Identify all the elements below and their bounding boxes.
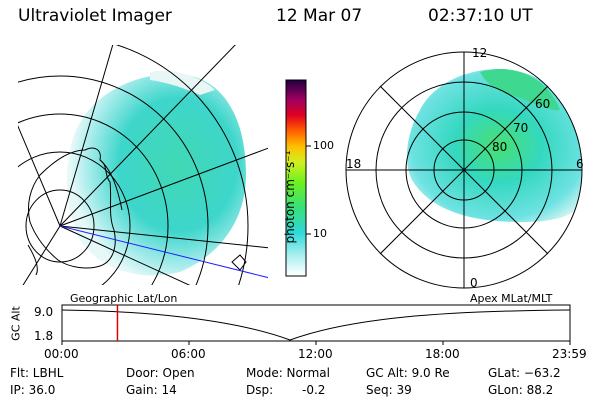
orbit-xtick-1800: 18:00 <box>425 347 460 361</box>
geographic-map <box>18 45 268 285</box>
glon-readout: GLon: 88.2 <box>488 383 554 397</box>
lat-label-70: 70 <box>513 121 529 135</box>
time-label: 02:37:10 UT <box>428 6 533 26</box>
orbit-xtick-0000: 00:00 <box>44 347 79 361</box>
seq-readout: Seq: 39 <box>366 383 412 397</box>
ip-readout: IP: 36.0 <box>10 383 56 397</box>
left-panel-label: Geographic Lat/Lon <box>70 292 178 305</box>
dsp-label: Dsp: <box>246 383 274 397</box>
door-readout: Door: Open <box>126 366 195 380</box>
mlt-label-0: 0 <box>470 276 478 290</box>
date-label: 12 Mar 07 <box>276 6 363 26</box>
mlt-label-18: 18 <box>346 157 362 171</box>
orbit-ytick-bottom: 1.8 <box>34 329 54 343</box>
lat-label-80: 80 <box>492 140 508 154</box>
lat-label-60: 60 <box>535 97 551 111</box>
mlt-label-6: 6 <box>576 157 584 171</box>
orbit-xtick-1200: 12:00 <box>298 347 333 361</box>
terminator-line <box>59 225 268 279</box>
orbit-ytick-top: 9.0 <box>34 305 54 319</box>
filter-readout: Flt: LBHL <box>10 366 64 380</box>
gc-alt-readout: GC Alt: 9.0 Re <box>366 366 450 380</box>
glat-readout: GLat: −63.2 <box>488 366 561 380</box>
colorbar-tick-100: 100 <box>313 139 334 152</box>
instrument-title: Ultraviolet Imager <box>18 6 172 26</box>
coastline <box>27 147 116 269</box>
orbit-xtick-2359: 23:59 <box>552 347 587 361</box>
colorbar-tick-10: 10 <box>313 227 327 240</box>
mode-readout: Mode: Normal <box>246 366 330 380</box>
dsp-value: -0.2 <box>302 383 326 397</box>
mlt-label-12: 12 <box>472 46 488 60</box>
right-panel-label: Apex MLat/MLT <box>470 292 553 305</box>
orbit-xtick-0600: 06:00 <box>171 347 206 361</box>
gain-readout: Gain: 14 <box>126 383 177 397</box>
colorbar-unit-label: photon cm⁻²s⁻¹ <box>283 150 297 244</box>
colorbar <box>285 79 307 277</box>
orbit-ylabel: GC Alt <box>9 306 23 341</box>
orbit-altitude-plot <box>61 304 571 345</box>
polar-plot <box>345 51 583 289</box>
altitude-curve <box>61 309 571 341</box>
